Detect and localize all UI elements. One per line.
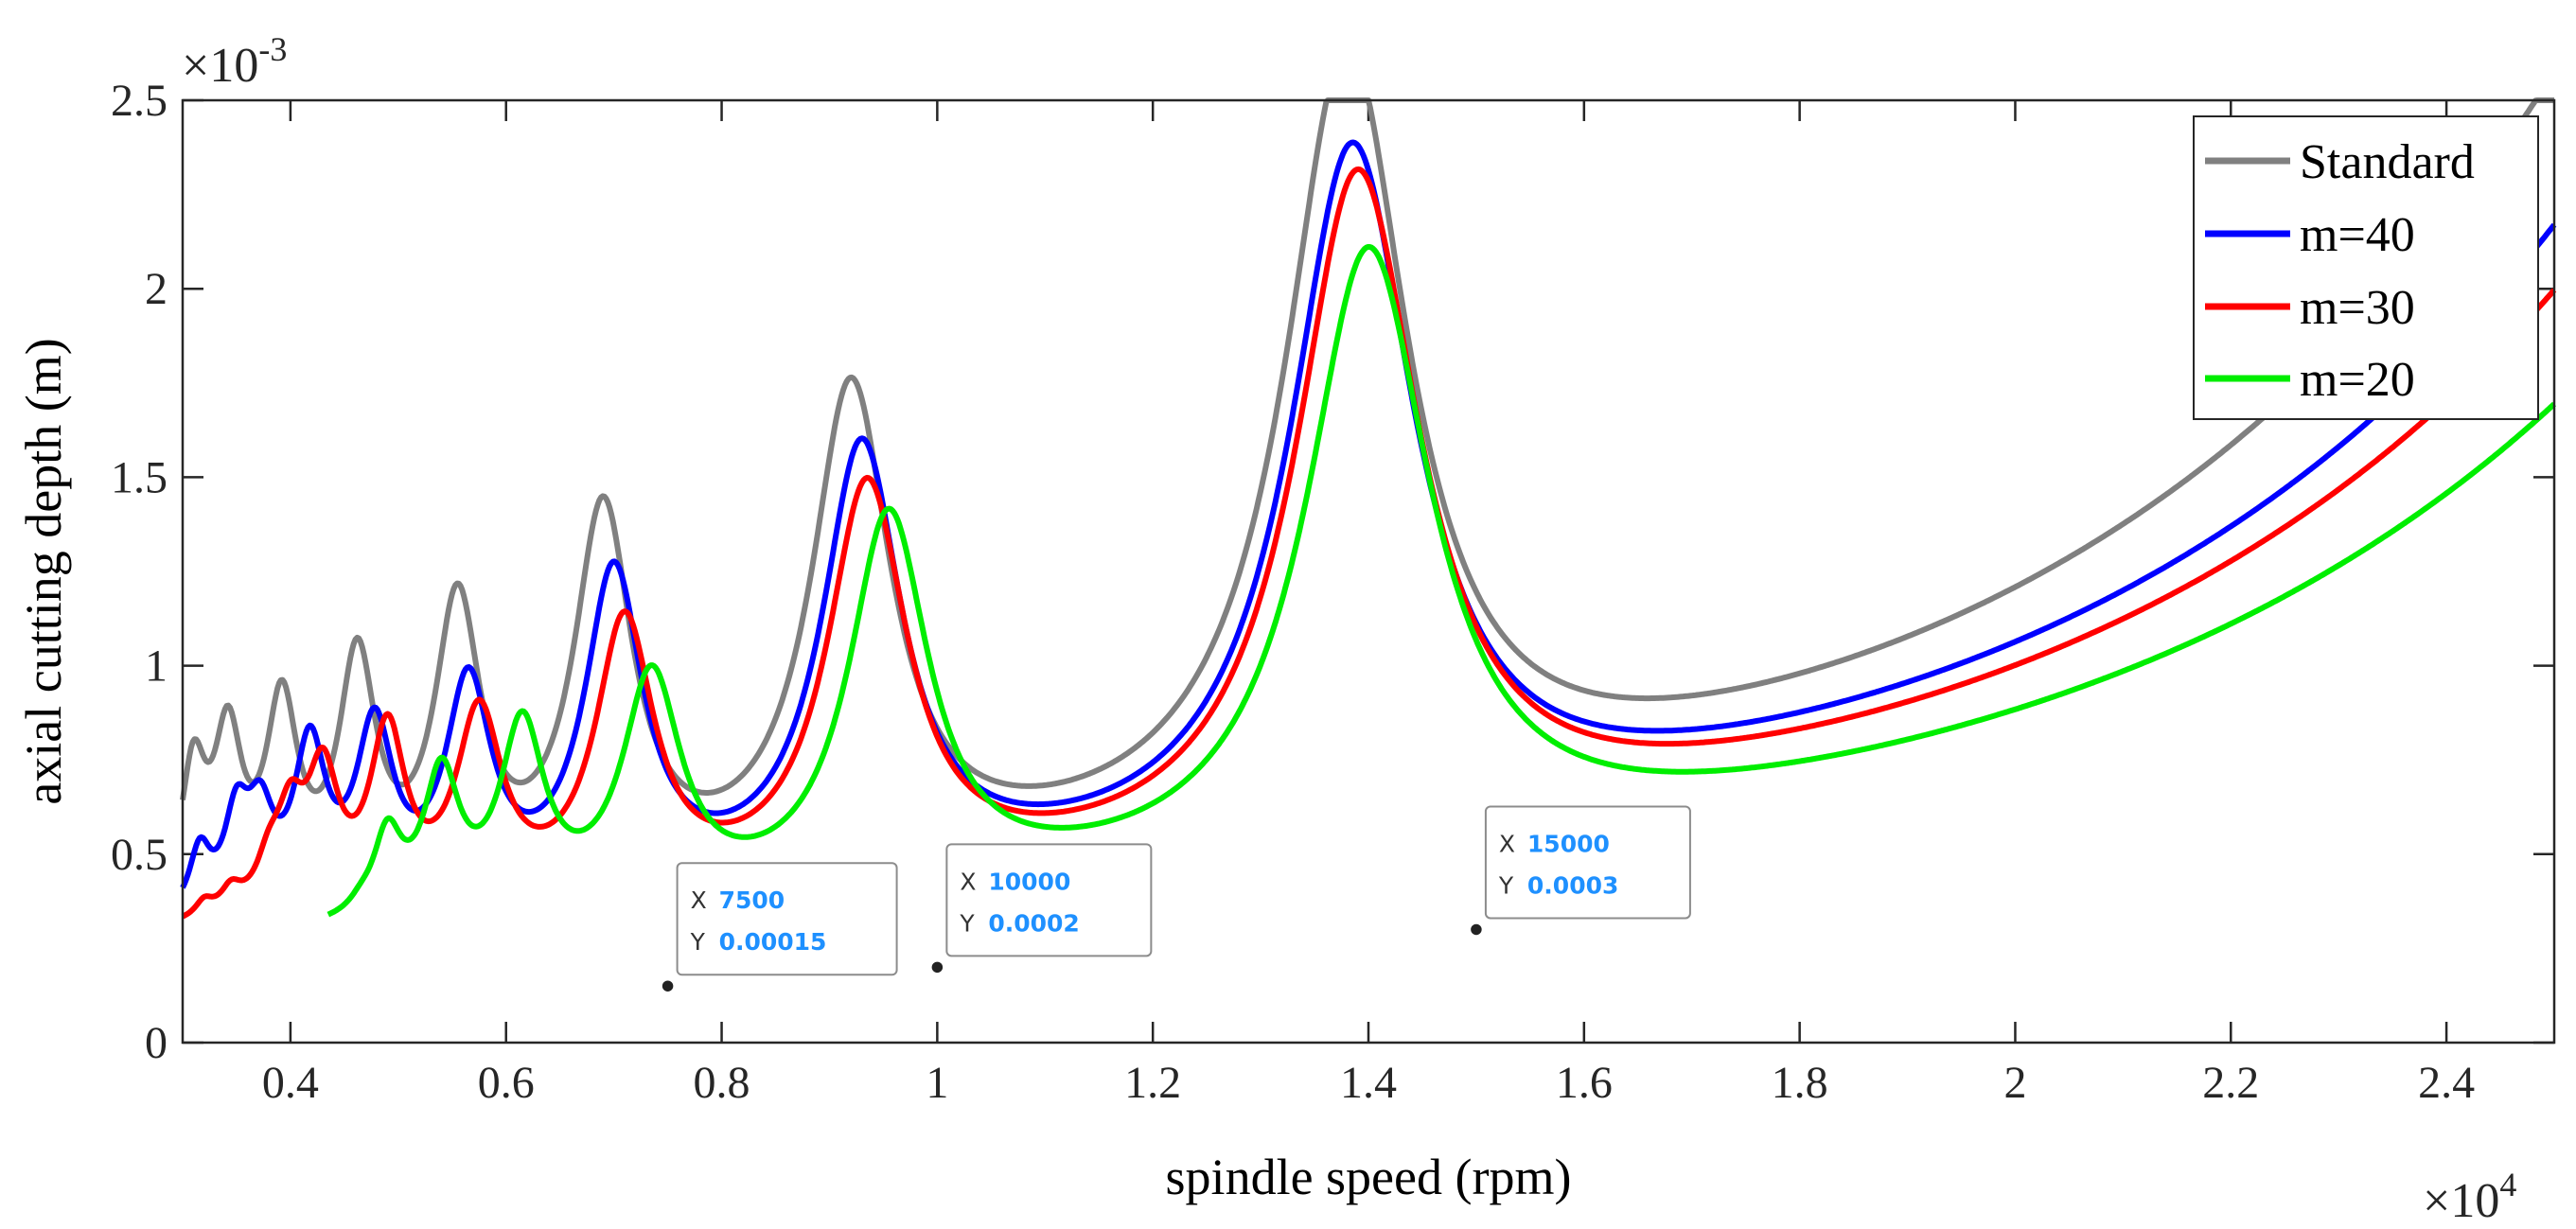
- datatips-layer: X 7500 Y 0.00015 X 10000 Y 0.0002 X 15000 Y 0.0003: [660, 805, 1691, 994]
- x-tick-label: 1.8: [1772, 1058, 1828, 1108]
- datatip-x-key: X: [960, 868, 976, 895]
- x-tick-label: 0.8: [694, 1058, 750, 1108]
- datatip-y-key: Y: [959, 909, 975, 937]
- datatip-x-key: X: [691, 887, 707, 914]
- y-tick-label: 1: [145, 641, 168, 692]
- datatip-x-value: 10000: [988, 868, 1070, 895]
- x-tick-label: 0.4: [262, 1058, 319, 1108]
- datatip[interactable]: X 15000 Y 0.0003: [1468, 805, 1691, 938]
- legend-label-m30: m=30: [2300, 281, 2415, 335]
- datatip-box: [676, 862, 898, 976]
- x-tick-label: 2: [2003, 1058, 2026, 1108]
- datatip[interactable]: X 7500 Y 0.00015: [660, 862, 898, 994]
- ticks-layer: 0.4 0.6 0.8 1 1.2 1.4 1.6 1.8 2 2.2 2.4 0 0.5 1 1.5 2 2.…: [111, 76, 2554, 1108]
- datatip-marker[interactable]: [660, 977, 676, 994]
- y-tick-label: 2: [145, 264, 168, 314]
- legend-label-m40: m=40: [2300, 208, 2415, 262]
- datatip-y-key: Y: [1498, 871, 1514, 899]
- x-tick-label: 2.4: [2418, 1058, 2475, 1108]
- legend-label-standard: Standard: [2300, 135, 2475, 189]
- y-tick-label: 2.5: [111, 76, 168, 126]
- datatip-x-key: X: [1499, 830, 1515, 857]
- x-tick-label: 1.2: [1124, 1058, 1181, 1108]
- x-exponent-base: ×10: [2423, 1174, 2499, 1228]
- series-line-m20: [326, 244, 2556, 918]
- x-tick-label: 1.6: [1556, 1058, 1613, 1108]
- x-tick-label: 1: [926, 1058, 948, 1108]
- x-tick-label: 1.4: [1340, 1058, 1397, 1108]
- datatip-x-value: 15000: [1527, 830, 1610, 857]
- y-exponent-base: ×10: [182, 39, 258, 93]
- datatip-box: [945, 843, 1153, 957]
- axes-box: [181, 98, 2556, 1045]
- legend-label-m20: m=20: [2300, 353, 2415, 407]
- datatip-marker[interactable]: [929, 959, 945, 975]
- datatip[interactable]: X 10000 Y 0.0002: [929, 843, 1153, 975]
- y-tick-label: 1.5: [111, 452, 168, 502]
- datatip-x-value: 7500: [719, 887, 785, 914]
- series-line-m40: [180, 139, 2557, 889]
- x-tick-label: 0.6: [478, 1058, 535, 1108]
- y-axis-label: axial cutting depth (m): [15, 338, 72, 804]
- datatip-y-value: 0.0002: [988, 909, 1079, 937]
- datatip-marker[interactable]: [1468, 922, 1485, 938]
- series-line-m30: [181, 166, 2557, 920]
- datatip-y-key: Y: [690, 928, 706, 956]
- datatip-y-value: 0.0003: [1527, 871, 1618, 899]
- y-exponent-label: ×10-3: [182, 30, 287, 93]
- x-exponent-label: ×104: [2423, 1166, 2516, 1228]
- y-exponent-power: -3: [258, 30, 287, 68]
- datatip-box: [1484, 805, 1691, 920]
- y-tick-label: 0: [145, 1018, 168, 1068]
- datatip-y-value: 0.00015: [719, 928, 827, 956]
- legend-box: [2193, 115, 2539, 420]
- x-tick-label: 2.2: [2202, 1058, 2259, 1108]
- x-axis-label: spindle speed (rpm): [1166, 1149, 1572, 1205]
- legend: Standard m=40 m=30 m=20: [2193, 115, 2539, 420]
- x-exponent-power: 4: [2499, 1166, 2516, 1203]
- y-tick-label: 0.5: [111, 830, 168, 880]
